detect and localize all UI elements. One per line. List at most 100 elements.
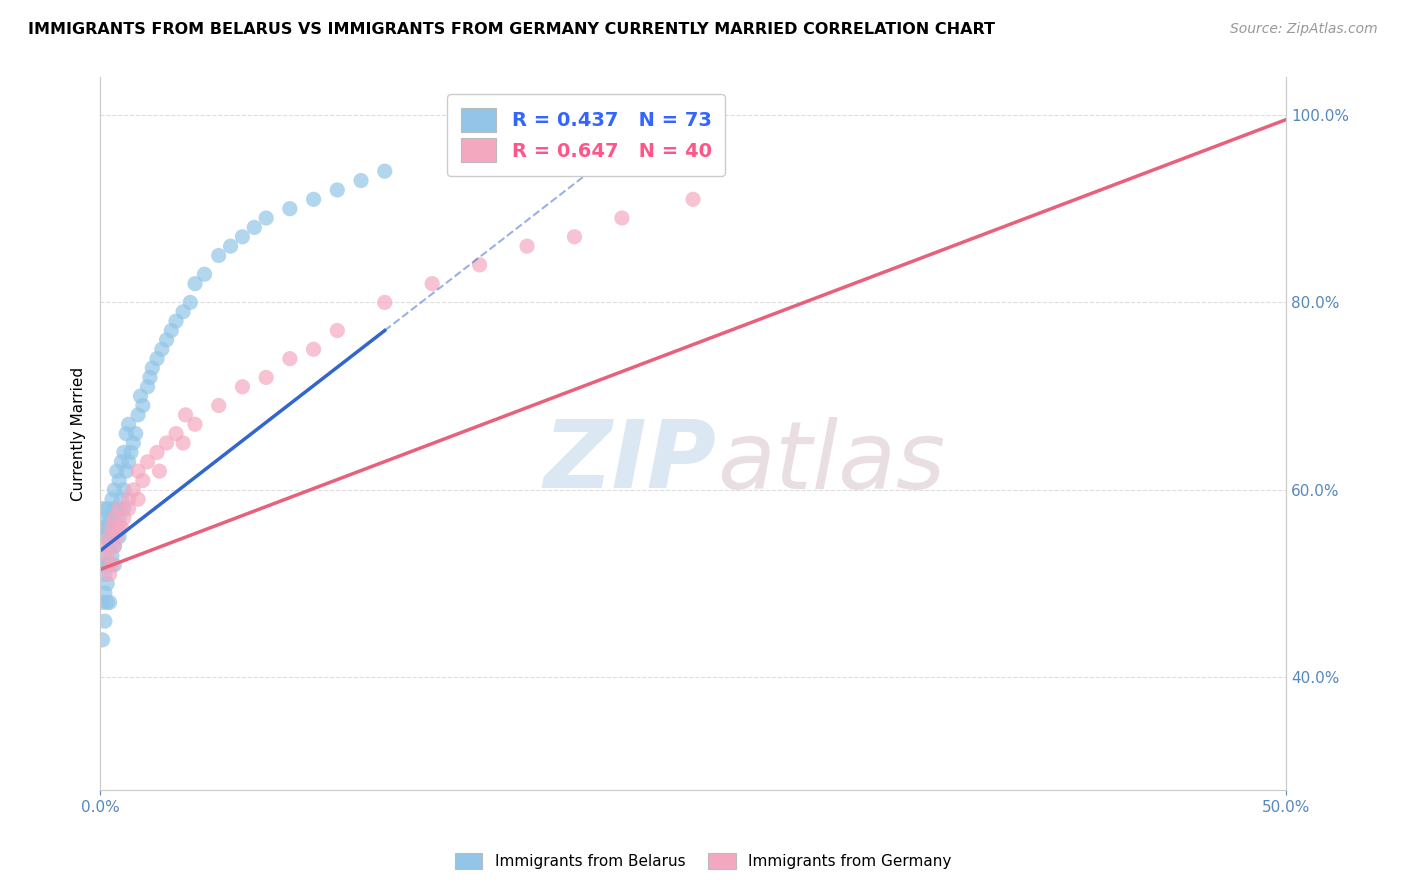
Point xyxy=(101,520,124,534)
Point xyxy=(108,474,131,488)
Point xyxy=(101,492,124,507)
Point xyxy=(101,549,124,563)
Point xyxy=(105,464,128,478)
Point xyxy=(103,483,125,497)
Point xyxy=(112,445,135,459)
Point xyxy=(112,483,135,497)
Point xyxy=(91,632,114,647)
Point xyxy=(96,501,118,516)
Point xyxy=(468,258,491,272)
Point xyxy=(146,445,169,459)
Point xyxy=(165,314,187,328)
Point xyxy=(136,455,159,469)
Point xyxy=(150,343,173,357)
Point xyxy=(127,492,149,507)
Point xyxy=(172,436,194,450)
Point xyxy=(208,399,231,413)
Point xyxy=(127,408,149,422)
Point xyxy=(127,464,149,478)
Point xyxy=(115,426,138,441)
Point xyxy=(326,324,349,338)
Text: atlas: atlas xyxy=(717,417,945,508)
Point xyxy=(91,558,114,572)
Text: Source: ZipAtlas.com: Source: ZipAtlas.com xyxy=(1230,22,1378,37)
Point xyxy=(98,595,121,609)
Point xyxy=(115,464,138,478)
Point xyxy=(96,558,118,572)
Point xyxy=(96,576,118,591)
Point xyxy=(94,549,117,563)
Point xyxy=(96,530,118,544)
Point xyxy=(98,520,121,534)
Point xyxy=(94,511,117,525)
Point xyxy=(120,445,142,459)
Point xyxy=(193,267,215,281)
Point xyxy=(231,229,253,244)
Point xyxy=(91,530,114,544)
Point xyxy=(132,399,155,413)
Point xyxy=(122,483,145,497)
Point xyxy=(91,595,114,609)
Point xyxy=(172,305,194,319)
Point xyxy=(117,501,139,516)
Point xyxy=(98,511,121,525)
Point xyxy=(564,229,586,244)
Point xyxy=(374,295,396,310)
Point xyxy=(208,248,231,262)
Point xyxy=(94,520,117,534)
Point xyxy=(302,343,325,357)
Point xyxy=(165,426,187,441)
Point xyxy=(231,380,253,394)
Point xyxy=(101,511,124,525)
Point xyxy=(103,511,125,525)
Point xyxy=(326,183,349,197)
Point xyxy=(103,539,125,553)
Point xyxy=(516,239,538,253)
Point xyxy=(132,474,155,488)
Point xyxy=(94,586,117,600)
Point xyxy=(184,417,207,432)
Point xyxy=(110,455,132,469)
Point xyxy=(108,511,131,525)
Point xyxy=(278,202,301,216)
Point xyxy=(184,277,207,291)
Point xyxy=(112,501,135,516)
Point xyxy=(122,436,145,450)
Point xyxy=(179,295,201,310)
Point xyxy=(254,370,277,384)
Point xyxy=(103,501,125,516)
Point xyxy=(278,351,301,366)
Point xyxy=(98,558,121,572)
Point xyxy=(91,501,114,516)
Point xyxy=(160,324,183,338)
Point xyxy=(108,501,131,516)
Point xyxy=(682,192,704,206)
Point xyxy=(105,520,128,534)
Point xyxy=(125,426,148,441)
Point xyxy=(101,558,124,572)
Point xyxy=(110,492,132,507)
Point xyxy=(374,164,396,178)
Point xyxy=(96,595,118,609)
Point xyxy=(94,567,117,582)
Point xyxy=(350,173,373,187)
Point xyxy=(155,436,177,450)
Point xyxy=(302,192,325,206)
Legend: R = 0.437   N = 73, R = 0.647   N = 40: R = 0.437 N = 73, R = 0.647 N = 40 xyxy=(447,95,725,176)
Point xyxy=(136,380,159,394)
Point xyxy=(94,539,117,553)
Text: ZIP: ZIP xyxy=(544,417,717,508)
Point xyxy=(108,530,131,544)
Point xyxy=(98,539,121,553)
Point xyxy=(112,511,135,525)
Point xyxy=(610,211,633,225)
Point xyxy=(155,333,177,347)
Point xyxy=(174,408,197,422)
Point xyxy=(243,220,266,235)
Point xyxy=(146,351,169,366)
Y-axis label: Currently Married: Currently Married xyxy=(72,367,86,500)
Point xyxy=(148,464,170,478)
Point xyxy=(103,539,125,553)
Point xyxy=(98,530,121,544)
Point xyxy=(110,520,132,534)
